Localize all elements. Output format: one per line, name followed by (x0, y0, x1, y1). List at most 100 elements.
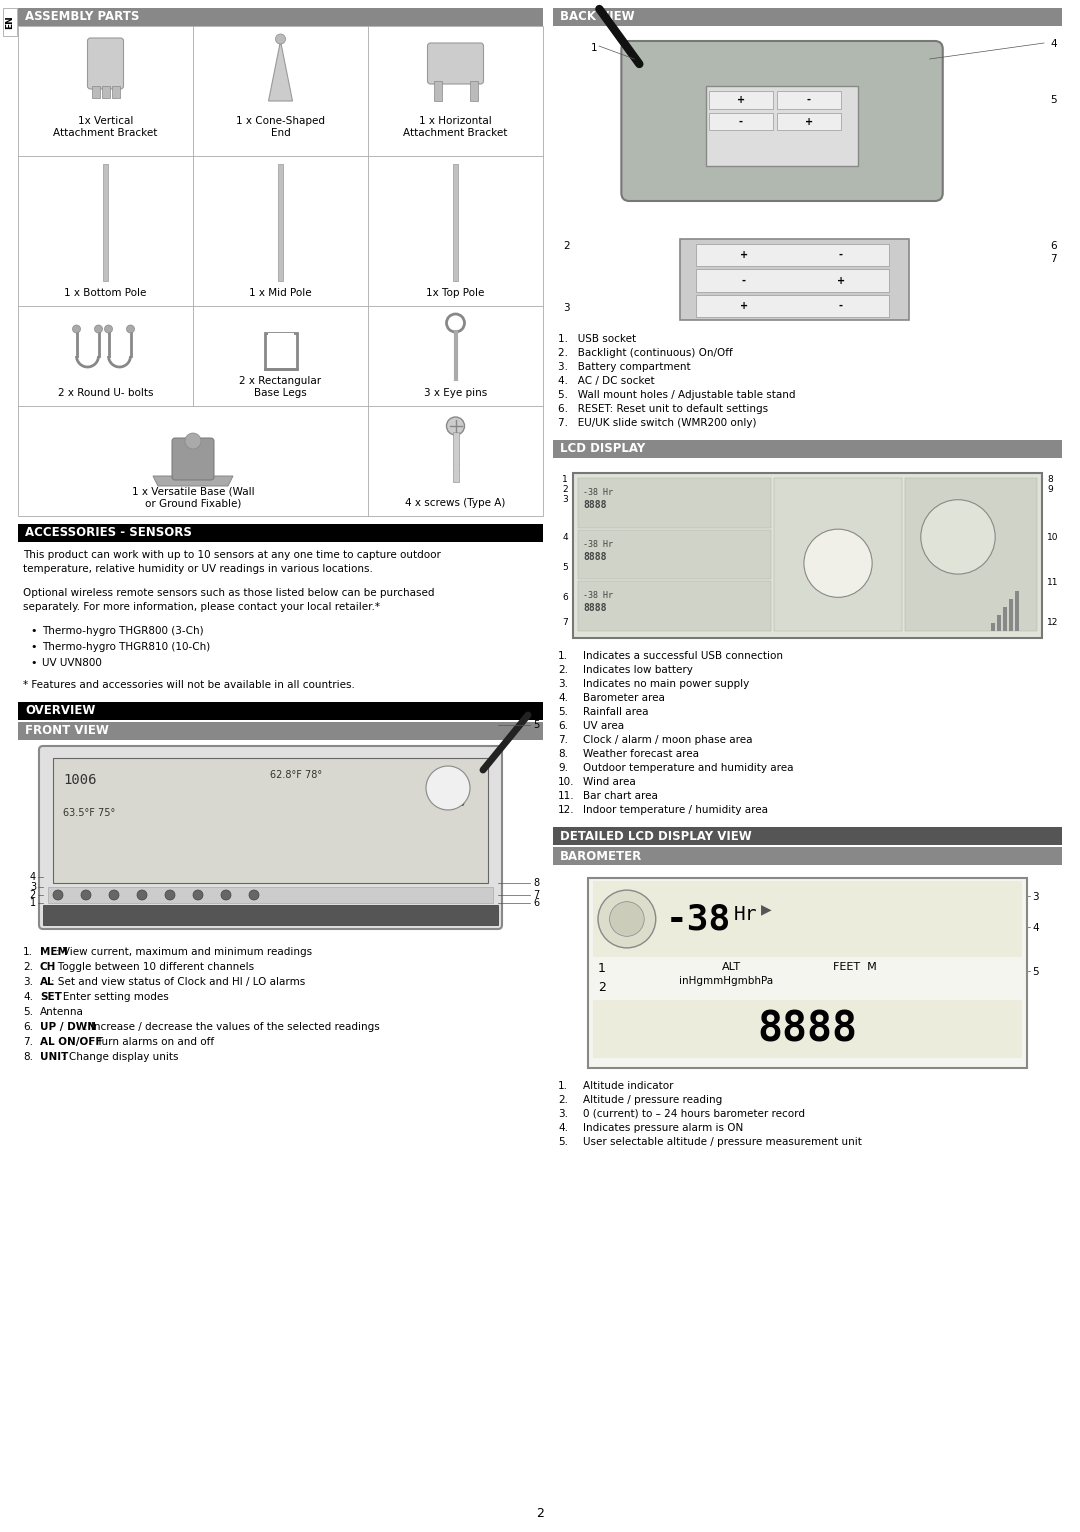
Text: 11: 11 (1047, 578, 1058, 587)
Text: 3.   Battery compartment: 3. Battery compartment (558, 362, 690, 372)
Text: FRONT VIEW: FRONT VIEW (25, 725, 109, 737)
Text: 1: 1 (598, 962, 606, 974)
Text: 6.   RESET: Reset unit to default settings: 6. RESET: Reset unit to default settings (558, 404, 768, 414)
Text: 3.: 3. (558, 1109, 568, 1118)
Circle shape (53, 890, 63, 899)
Circle shape (105, 325, 112, 332)
Text: 3: 3 (1032, 893, 1039, 902)
Circle shape (72, 325, 81, 332)
Bar (696, 294, 889, 317)
Bar (593, 881, 1022, 958)
Text: 1 x Cone-Shaped
End: 1 x Cone-Shaped End (237, 116, 325, 138)
Text: 7: 7 (534, 890, 539, 899)
Text: 5.: 5. (558, 1137, 568, 1147)
Bar (593, 1000, 1022, 1059)
Bar (433, 81, 442, 101)
Text: * Features and accessories will not be available in all countries.: * Features and accessories will not be a… (23, 680, 355, 689)
Text: BAROMETER: BAROMETER (561, 850, 643, 863)
Text: UV area: UV area (583, 722, 624, 731)
Text: UP / DWN: UP / DWN (40, 1022, 96, 1033)
Text: UV UVN800: UV UVN800 (42, 659, 102, 668)
Text: 4: 4 (563, 533, 568, 542)
Bar (1003, 607, 1007, 631)
Text: -: - (739, 116, 743, 127)
Bar (470, 81, 477, 101)
Text: ▶: ▶ (760, 902, 771, 916)
Text: 8: 8 (1047, 475, 1053, 484)
Text: 12:38: 12:38 (438, 798, 465, 807)
Text: •: • (30, 642, 37, 653)
Text: ALT: ALT (721, 962, 741, 971)
Bar (553, 827, 1062, 846)
Bar (3, 8, 17, 35)
Bar (18, 524, 543, 542)
Text: •: • (30, 659, 37, 668)
Bar (48, 887, 492, 902)
Text: 1 x Versatile Base (Wall
or Ground Fixable): 1 x Versatile Base (Wall or Ground Fixab… (132, 486, 254, 509)
Text: 3: 3 (30, 882, 36, 892)
Text: BACK VIEW: BACK VIEW (561, 11, 635, 23)
Text: 4 x screws (Type A): 4 x screws (Type A) (405, 498, 505, 509)
Text: 1.: 1. (23, 947, 33, 958)
Text: SET: SET (40, 993, 62, 1002)
Bar (708, 92, 773, 109)
Bar (553, 440, 1062, 458)
Text: 10: 10 (1047, 533, 1058, 542)
Text: 1.: 1. (558, 1082, 568, 1091)
Text: AL: AL (40, 977, 55, 987)
Text: 1 x Horizontal
Attachment Bracket: 1 x Horizontal Attachment Bracket (403, 116, 508, 138)
Text: : Enter setting modes: : Enter setting modes (56, 993, 170, 1002)
Text: separately. For more information, please contact your local retailer.*: separately. For more information, please… (23, 602, 380, 611)
Bar (111, 86, 120, 98)
Circle shape (95, 325, 103, 332)
Circle shape (446, 417, 464, 435)
Text: 7: 7 (1050, 254, 1056, 264)
Text: 2: 2 (30, 890, 36, 899)
Text: 11.: 11. (558, 791, 575, 801)
Text: Rainfall area: Rainfall area (583, 706, 648, 717)
Bar (588, 878, 1027, 1068)
Text: 1x Vertical
Attachment Bracket: 1x Vertical Attachment Bracket (53, 116, 158, 138)
Circle shape (221, 890, 231, 899)
Text: 7.: 7. (558, 735, 568, 745)
Text: : Increase / decrease the values of the selected readings: : Increase / decrease the values of the … (84, 1022, 380, 1033)
Text: 5: 5 (1050, 95, 1056, 106)
Text: 6: 6 (563, 593, 568, 602)
Text: Indicates a successful USB connection: Indicates a successful USB connection (583, 651, 783, 660)
Text: 7.   EU/UK slide switch (WMR200 only): 7. EU/UK slide switch (WMR200 only) (558, 418, 756, 427)
Text: 6.: 6. (23, 1022, 33, 1033)
Text: 8888: 8888 (583, 552, 607, 562)
Text: Altitude indicator: Altitude indicator (583, 1082, 674, 1091)
Text: 4: 4 (30, 872, 36, 882)
Bar (997, 614, 1001, 631)
Text: 4: 4 (1050, 38, 1056, 49)
Text: Clock / alarm / moon phase area: Clock / alarm / moon phase area (583, 735, 753, 745)
Text: Outdoor temperature and humidity area: Outdoor temperature and humidity area (583, 763, 794, 774)
Text: Optional wireless remote sensors such as those listed below can be purchased: Optional wireless remote sensors such as… (23, 588, 434, 597)
Bar (1015, 591, 1018, 631)
Bar (453, 164, 458, 280)
Text: 62.8°F 78°: 62.8°F 78° (270, 771, 322, 780)
Text: 8888: 8888 (583, 604, 607, 613)
Text: 6: 6 (534, 898, 539, 908)
Text: User selectable altitude / pressure measurement unit: User selectable altitude / pressure meas… (583, 1137, 862, 1147)
Text: -38 Hr: -38 Hr (583, 489, 613, 496)
Text: 2.: 2. (23, 962, 33, 971)
Text: +: + (737, 95, 745, 106)
Text: 1.   USB socket: 1. USB socket (558, 334, 636, 345)
Bar (553, 847, 1062, 866)
Text: 1: 1 (30, 898, 36, 908)
Text: 3: 3 (563, 495, 568, 504)
Text: 1 x Mid Pole: 1 x Mid Pole (249, 288, 312, 299)
Circle shape (249, 890, 259, 899)
Text: Hr: Hr (733, 904, 757, 924)
Text: DETAILED LCD DISPLAY VIEW: DETAILED LCD DISPLAY VIEW (561, 829, 752, 843)
Bar (991, 624, 995, 631)
Bar (18, 8, 543, 26)
Bar (773, 478, 902, 631)
Text: 4.: 4. (558, 1123, 568, 1134)
FancyBboxPatch shape (39, 746, 502, 928)
Text: 2 x Rectangular
Base Legs: 2 x Rectangular Base Legs (240, 377, 322, 398)
Text: 8.: 8. (558, 749, 568, 758)
Text: 5.: 5. (558, 706, 568, 717)
